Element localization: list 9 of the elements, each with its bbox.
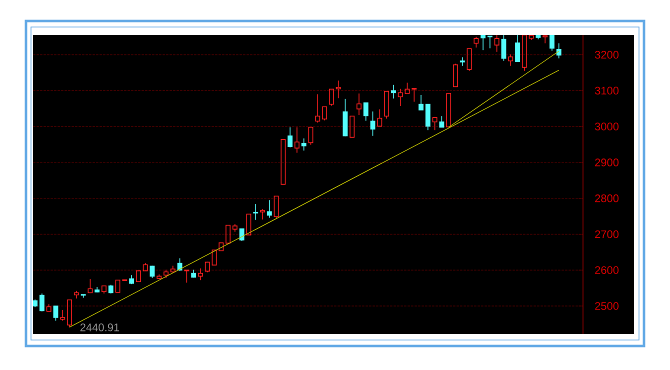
y-tick-label: 2700 bbox=[595, 230, 619, 238]
y-tick-label: 3200 bbox=[594, 50, 619, 59]
annotation: 2440.91 bbox=[80, 324, 120, 332]
y-tick-label: 3100 bbox=[594, 86, 619, 95]
y-tick-label: 3000 bbox=[594, 122, 619, 130]
y-tick-label: 2600 bbox=[595, 266, 619, 274]
y-tick-label: 2900 bbox=[595, 158, 619, 166]
y-tick-label: 2500 bbox=[595, 302, 619, 310]
y-tick-label: 2800 bbox=[595, 194, 619, 202]
